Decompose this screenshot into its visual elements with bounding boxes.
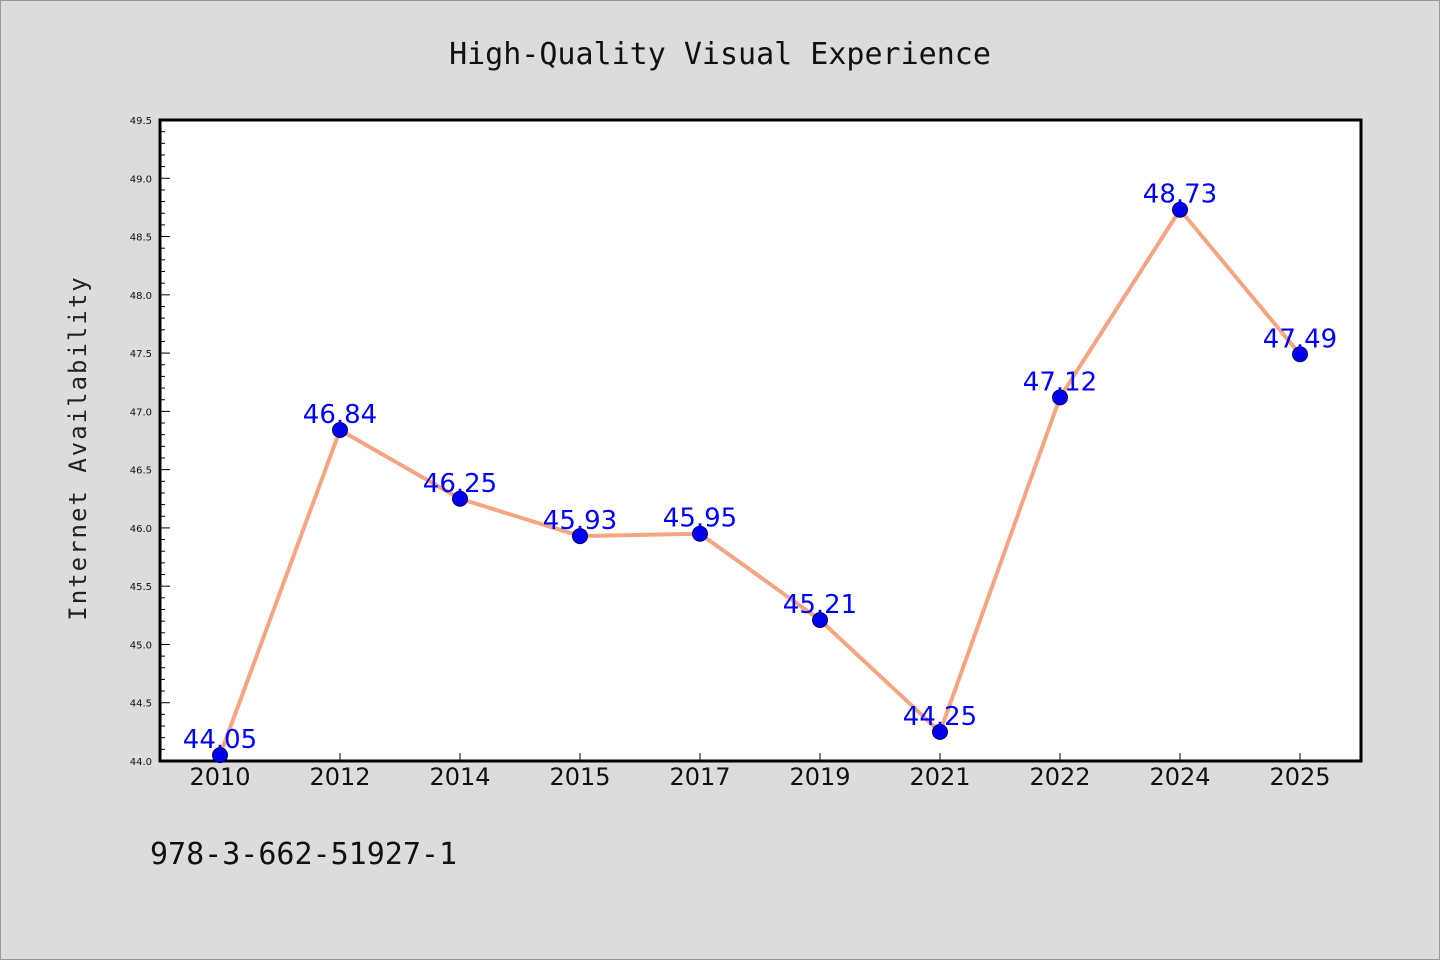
y-tick-label: 48.5: [130, 233, 152, 244]
y-tick-label: 49.5: [130, 116, 152, 127]
data-label: 47.12: [1023, 367, 1097, 397]
data-label: 44.25: [903, 702, 977, 732]
y-tick-label: 45.5: [130, 582, 152, 593]
x-tick-label: 2022: [1029, 763, 1090, 791]
data-label: 45.95: [663, 504, 737, 534]
x-tick-label: 2015: [549, 763, 610, 791]
y-tick-label: 46.5: [130, 466, 152, 477]
isbn-footnote: 978-3-662-51927-1: [150, 837, 457, 872]
x-tick-label: 2024: [1149, 763, 1210, 791]
data-point: [212, 747, 228, 764]
data-point: [1172, 201, 1188, 218]
data-point: [1292, 346, 1308, 363]
data-point: [332, 422, 348, 439]
x-tick-label: 2025: [1269, 763, 1330, 791]
series-group: [212, 201, 1308, 764]
data-label: 46.25: [423, 469, 497, 499]
data-label: 48.73: [1143, 180, 1217, 210]
x-tick-label: 2012: [309, 763, 370, 791]
data-point: [932, 723, 948, 740]
y-tick-label: 44.0: [130, 757, 152, 768]
y-tick-label: 47.0: [130, 407, 152, 418]
y-axis-label: Internet Availability: [64, 275, 92, 620]
x-axis: 2010 2012 2014 2015 2017 2019 2021 2022 2024 2025: [189, 753, 1331, 791]
x-tick-label: 2014: [429, 763, 490, 791]
data-labels: 44.05 46.84 46.25 45.93 45.95 45.21 44.25 47.12…: [183, 180, 1337, 755]
data-point: [452, 490, 468, 507]
x-tick-label: 2017: [669, 763, 730, 791]
y-tick-label: 44.5: [130, 699, 152, 710]
x-tick-label: 2019: [789, 763, 850, 791]
series-line: [218, 207, 1302, 756]
data-label: 45.93: [543, 506, 617, 536]
y-tick-label: 46.0: [130, 524, 152, 535]
data-label: 47.49: [1263, 324, 1337, 354]
data-point: [812, 611, 828, 628]
chart-title: High-Quality Visual Experience: [449, 37, 991, 72]
x-tick-label: 2021: [909, 763, 970, 791]
data-label: 45.21: [783, 590, 857, 620]
y-tick-label: 48.0: [130, 291, 152, 302]
x-tick-label: 2010: [189, 763, 250, 791]
y-tick-label: 45.0: [130, 640, 152, 651]
data-label: 44.05: [183, 725, 257, 755]
data-point: [1052, 389, 1068, 406]
data-label: 46.84: [303, 400, 377, 430]
data-point: [572, 528, 588, 545]
y-tick-label: 47.5: [130, 349, 152, 360]
data-point: [692, 525, 708, 542]
y-axis: 44.0 44.5 45.0 45.5 46.0 46.5 47.0 47.5 48.0 48.5…: [130, 116, 170, 768]
y-tick-label: 49.0: [130, 174, 152, 185]
